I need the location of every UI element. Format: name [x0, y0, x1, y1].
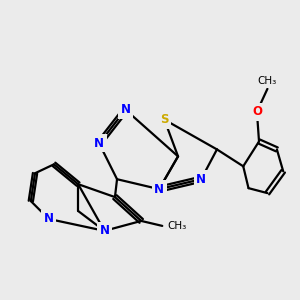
Text: N: N	[121, 103, 130, 116]
Text: N: N	[154, 183, 164, 196]
Text: CH₃: CH₃	[258, 76, 277, 86]
Text: N: N	[196, 173, 206, 186]
Text: N: N	[94, 137, 104, 150]
Text: CH₃: CH₃	[167, 221, 187, 231]
Text: N: N	[44, 212, 54, 225]
Text: N: N	[99, 224, 110, 237]
Text: S: S	[160, 113, 169, 126]
Text: O: O	[252, 105, 262, 118]
